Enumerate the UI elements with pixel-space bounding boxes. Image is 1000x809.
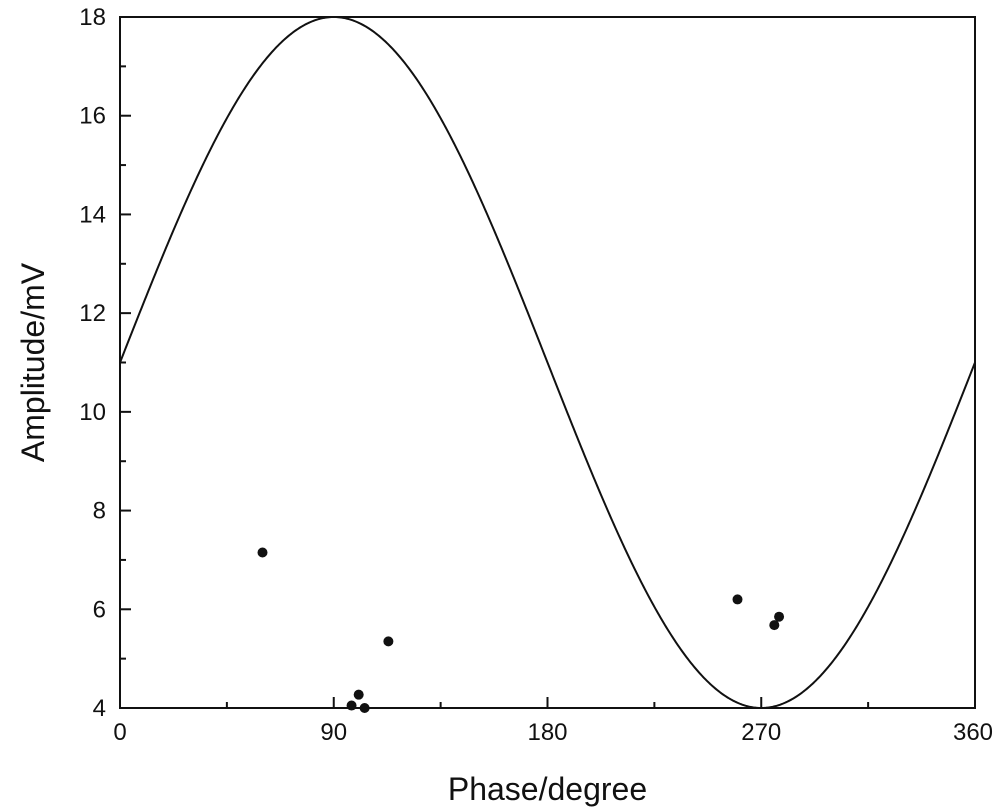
y-axis-title: Amplitude/mV [15,262,51,462]
y-tick-label: 16 [79,103,106,130]
y-tick-label: 12 [79,300,106,327]
x-tick-label: 270 [741,719,781,746]
sine-curve [119,15,976,710]
data-point [257,547,268,558]
x-tick-label: 360 [953,719,993,746]
x-tick-label: 90 [320,719,347,746]
y-tick-label: 8 [93,498,106,525]
data-point [732,594,743,605]
x-tick-label: 180 [527,719,567,746]
y-tick-label: 4 [93,695,106,722]
data-points [257,547,785,713]
ticks: 0 90 180 270 360 4 6 8 10 12 14 16 18 [79,4,993,746]
data-point [346,700,357,711]
y-tick-label: 14 [79,201,106,228]
data-point [353,689,364,700]
y-tick-label: 10 [79,399,106,426]
y-tick-label: 6 [93,596,106,623]
x-axis-title: Phase/degree [448,771,647,807]
data-point [769,620,780,631]
data-point [774,611,785,622]
x-tick-label: 0 [113,719,126,746]
y-tick-label: 18 [79,4,106,31]
data-point [383,636,394,647]
